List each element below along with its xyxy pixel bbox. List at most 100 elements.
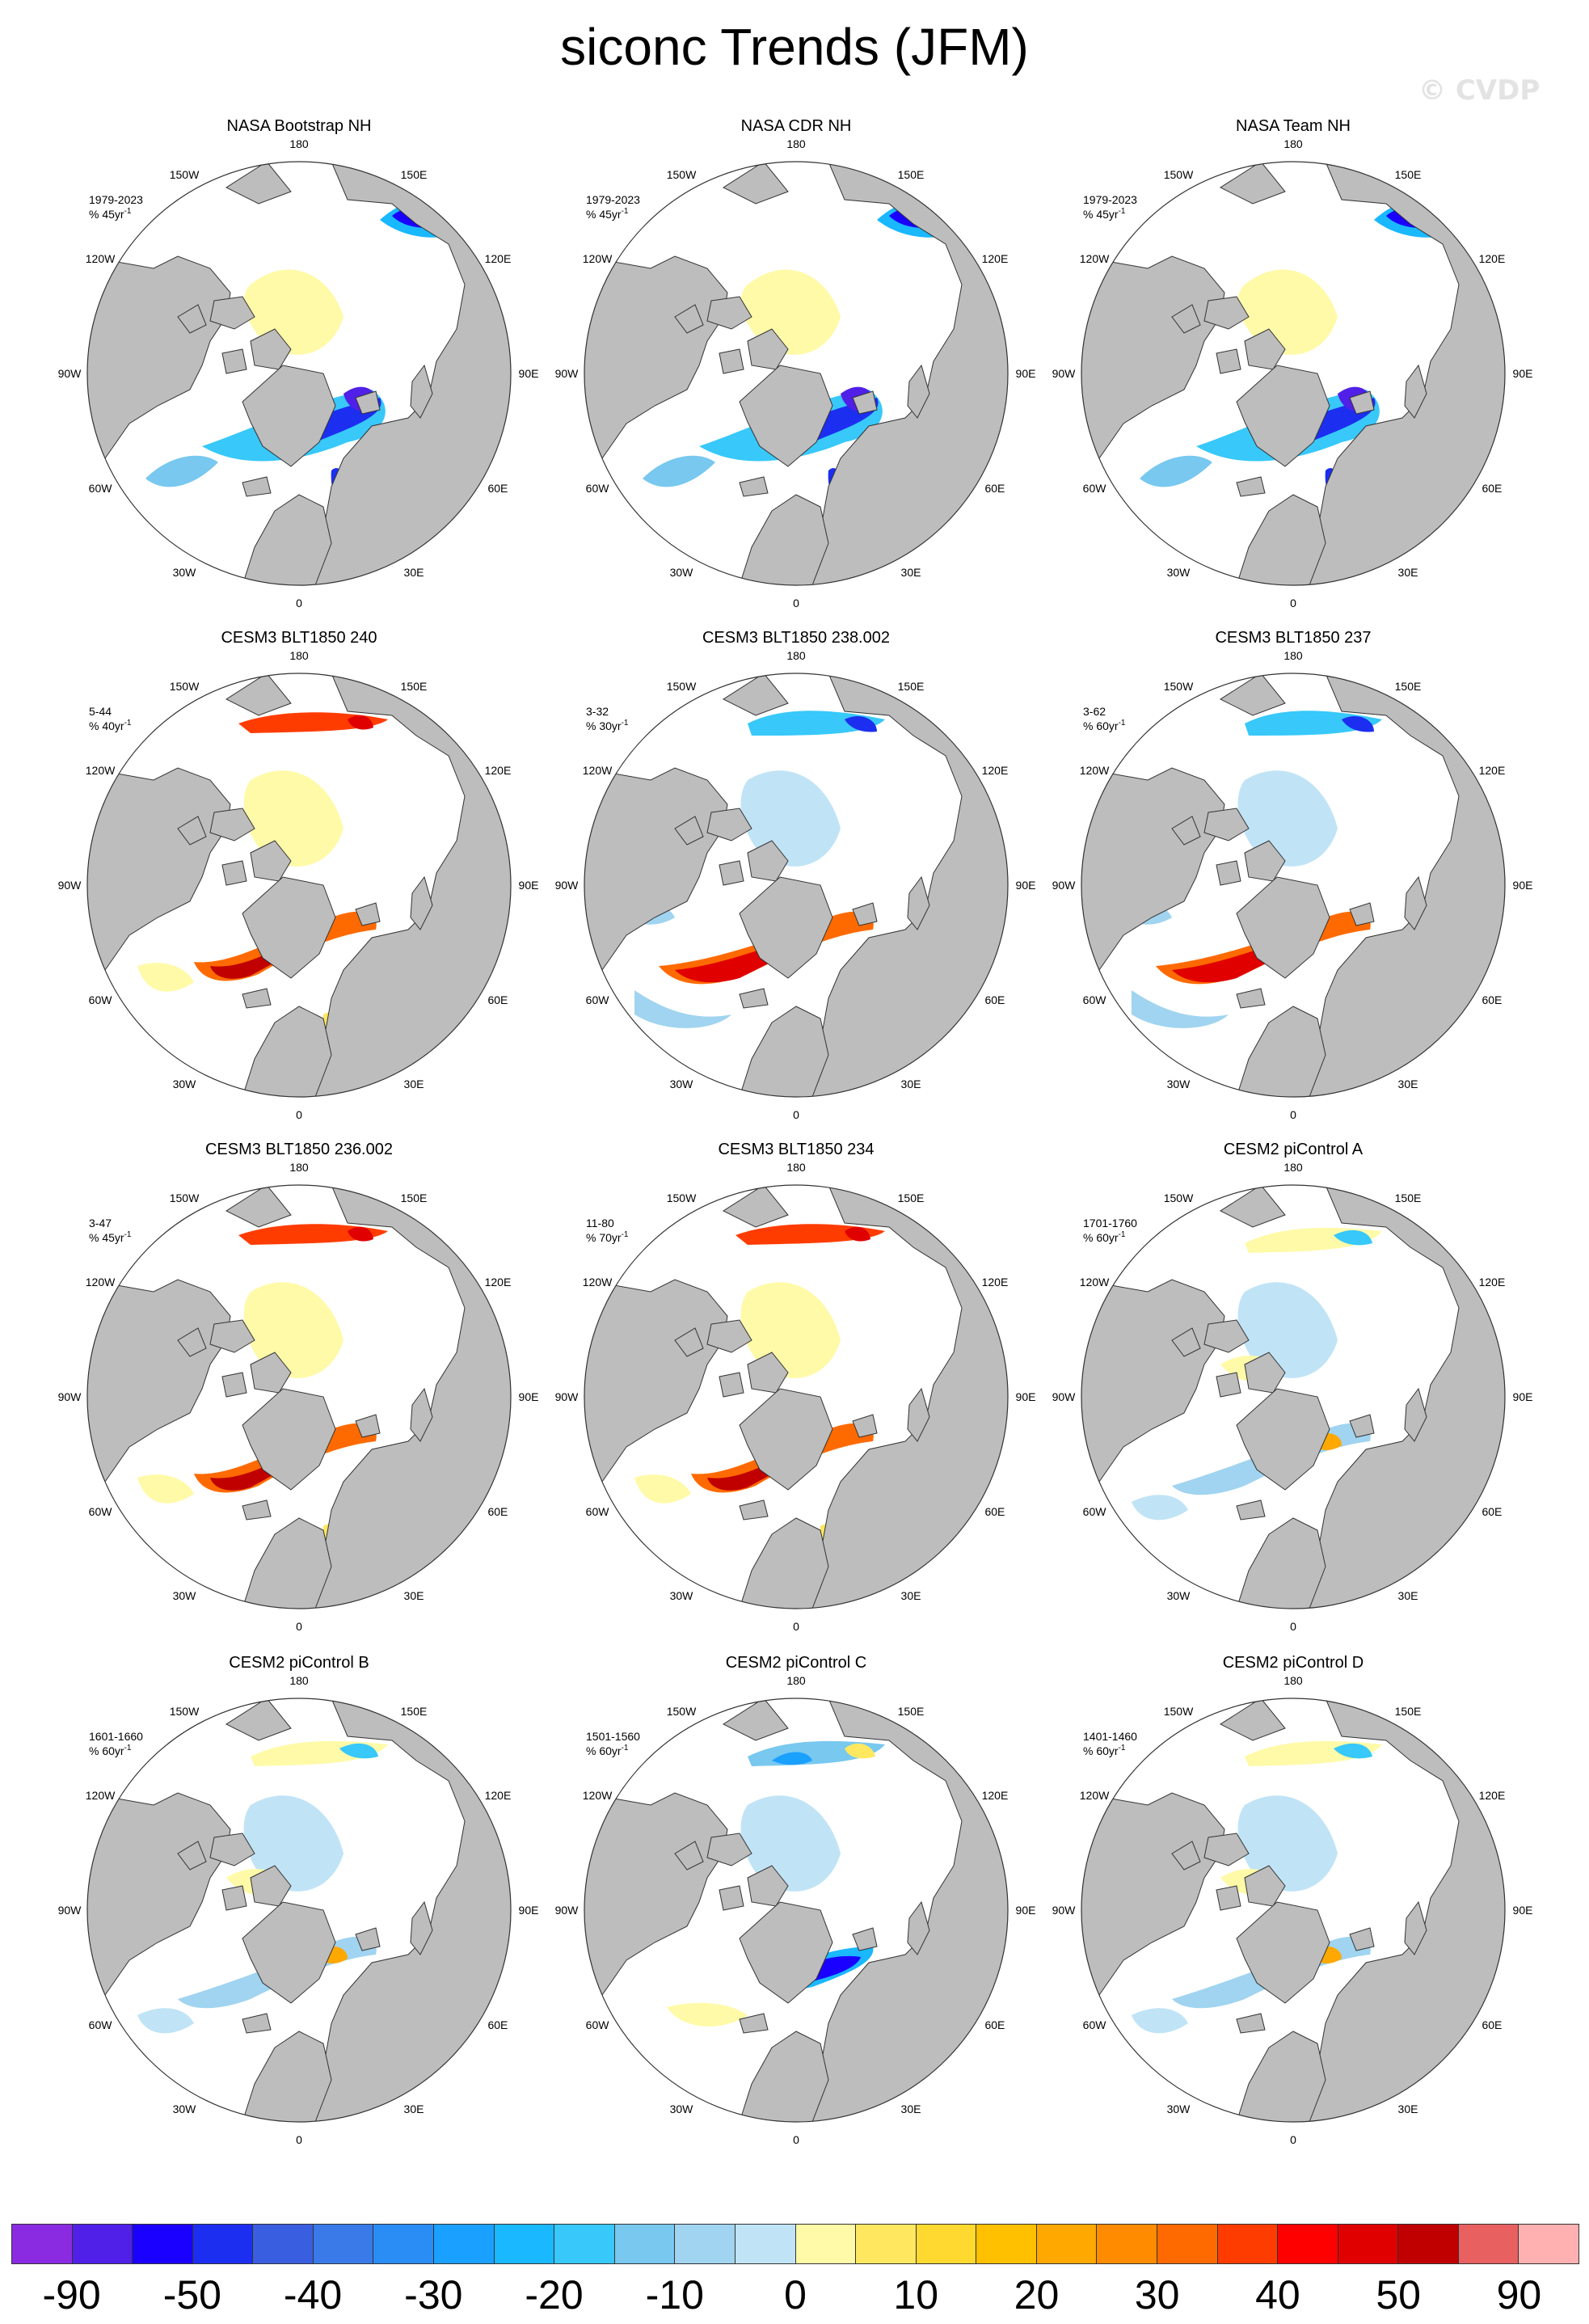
land-mass [242, 494, 332, 585]
longitude-label: 30E [404, 566, 424, 579]
land-mass [355, 1927, 381, 1951]
longitude-label: 0 [296, 2133, 302, 2146]
colorbar-box [916, 2225, 977, 2263]
land-mass [1216, 1885, 1241, 1911]
land-mass [410, 875, 433, 930]
land-mass [242, 1006, 332, 1097]
trend-patch [634, 1474, 691, 1504]
longitude-label: 150W [1164, 680, 1194, 693]
land-mass [739, 1517, 829, 1609]
trend-patch [339, 1743, 378, 1759]
polar-map: 0 30E 60E 90E 120E 150E 180 150W 120W 90W 60W 30W [1052, 1161, 1533, 1633]
land-mass [747, 1352, 789, 1394]
trend-patch [643, 455, 715, 487]
longitude-label: 30W [670, 566, 694, 579]
land-mass [242, 1499, 272, 1521]
trend-patch [137, 2008, 194, 2034]
longitude-label: 180 [786, 649, 806, 662]
trend-patch [1334, 1743, 1372, 1759]
land-mass [242, 2013, 272, 2034]
map-panel: NASA Team NH 0 30E 60E 90E 120E 150E 180 150W 120… [1052, 117, 1533, 609]
longitude-label: 90E [1513, 1904, 1533, 1917]
longitude-label: 30W [173, 2103, 197, 2115]
colorbar-labels: -90 -50 -40 -30 -20 -10 0 10 20 30 40 50 90 [0, 2271, 1589, 2320]
map-panel: CESM3 BLT1850 237 0 30E 60E 90E 120E 150E 180 15… [1052, 629, 1533, 1121]
land-mass [907, 1900, 930, 1955]
map-border [86, 1184, 512, 1609]
land-mass [250, 840, 292, 882]
longitude-label: 120E [1479, 1789, 1506, 1802]
longitude-label: 30E [404, 1078, 424, 1090]
land-mass [1203, 296, 1250, 330]
longitude-label: 120E [982, 252, 1009, 265]
longitude-label: 0 [296, 1108, 302, 1121]
panel-title: CESM3 BLT1850 237 [1215, 629, 1371, 647]
land-mass [852, 1927, 878, 1951]
trend-patch [740, 1795, 841, 1892]
units-label: % 40yr-1 [89, 719, 132, 732]
land-mass [177, 1327, 207, 1357]
polar-map: 0 30E 60E 90E 120E 150E 180 150W 120W 90W 60W 30W [1052, 649, 1533, 1121]
land-mass [242, 365, 336, 467]
land-mass [739, 1901, 833, 2004]
map-border [1081, 161, 1506, 586]
longitude-label: 60W [586, 993, 610, 1006]
period-label: 11-80 [586, 1217, 614, 1229]
map-panel: CESM3 BLT1850 240 0 30E 60E 90E 120E 150E 180 15… [58, 629, 539, 1121]
longitude-label: 120W [1080, 252, 1110, 265]
longitude-label: 60W [89, 993, 113, 1006]
longitude-label: 60W [1083, 482, 1107, 495]
longitude-label: 30W [173, 1078, 197, 1090]
map-border [86, 673, 512, 1098]
longitude-label: 180 [289, 649, 309, 662]
land-mass [250, 1865, 292, 1907]
land-mass [1404, 364, 1427, 419]
units-label: % 60yr-1 [1083, 719, 1126, 732]
panel-title: CESM2 piControl A [1224, 1141, 1364, 1158]
longitude-label: 90E [1016, 1390, 1036, 1403]
longitude-label: 150W [667, 1705, 697, 1718]
longitude-label: 150W [667, 680, 697, 693]
map-border [584, 1184, 1009, 1609]
land-mass [739, 1499, 769, 1521]
longitude-label: 90E [519, 367, 539, 380]
land-mass [1349, 1414, 1375, 1438]
longitude-label: 180 [786, 1674, 806, 1687]
colorbar-tick-label: 90 [1496, 2272, 1542, 2318]
panel-title: NASA Team NH [1236, 117, 1351, 135]
colorbar-box [1458, 2225, 1519, 2263]
period-label: 1701-1760 [1083, 1217, 1137, 1229]
land-mass [177, 304, 207, 334]
polar-map: 0 30E 60E 90E 120E 150E 180 150W 120W 90W 60W 30W [1052, 137, 1533, 609]
trend-patch [1237, 1282, 1338, 1378]
land-mass [852, 902, 878, 926]
longitude-label: 150E [401, 168, 428, 181]
longitude-label: 30W [670, 1078, 694, 1090]
colorbar-box [12, 2225, 73, 2263]
longitude-label: 150E [1395, 1705, 1422, 1718]
period-label: 1979-2023 [89, 193, 143, 206]
land-mass [1244, 1865, 1286, 1907]
panel-title: NASA CDR NH [741, 117, 852, 135]
trend-patch [210, 930, 317, 979]
longitude-label: 90W [1052, 879, 1077, 892]
longitude-label: 150E [898, 1192, 925, 1204]
longitude-label: 120W [583, 1276, 613, 1289]
land-mass [410, 1387, 433, 1442]
colorbar-tick-label: -40 [283, 2272, 343, 2318]
land-mass [739, 1388, 833, 1491]
land-mass [242, 1388, 336, 1491]
polar-map: 0 30E 60E 90E 120E 150E 180 150W 120W 90W 60W 30W [58, 1674, 539, 2146]
longitude-label: 30W [670, 1589, 694, 1602]
map-panel: CESM2 piControl C 0 30E 60E 90E 120E 150E 180 15… [555, 1654, 1036, 2146]
trend-patch [1245, 711, 1382, 736]
longitude-label: 120E [1479, 764, 1506, 777]
units-label: % 45yr-1 [586, 207, 629, 221]
panel-title: CESM2 piControl B [229, 1654, 369, 1672]
longitude-label: 150E [898, 680, 925, 693]
land-mass [1244, 840, 1286, 882]
longitude-label: 120E [485, 764, 512, 777]
longitude-label: 180 [289, 1161, 309, 1174]
colorbar-box [735, 2225, 796, 2263]
longitude-label: 60W [89, 1505, 113, 1518]
